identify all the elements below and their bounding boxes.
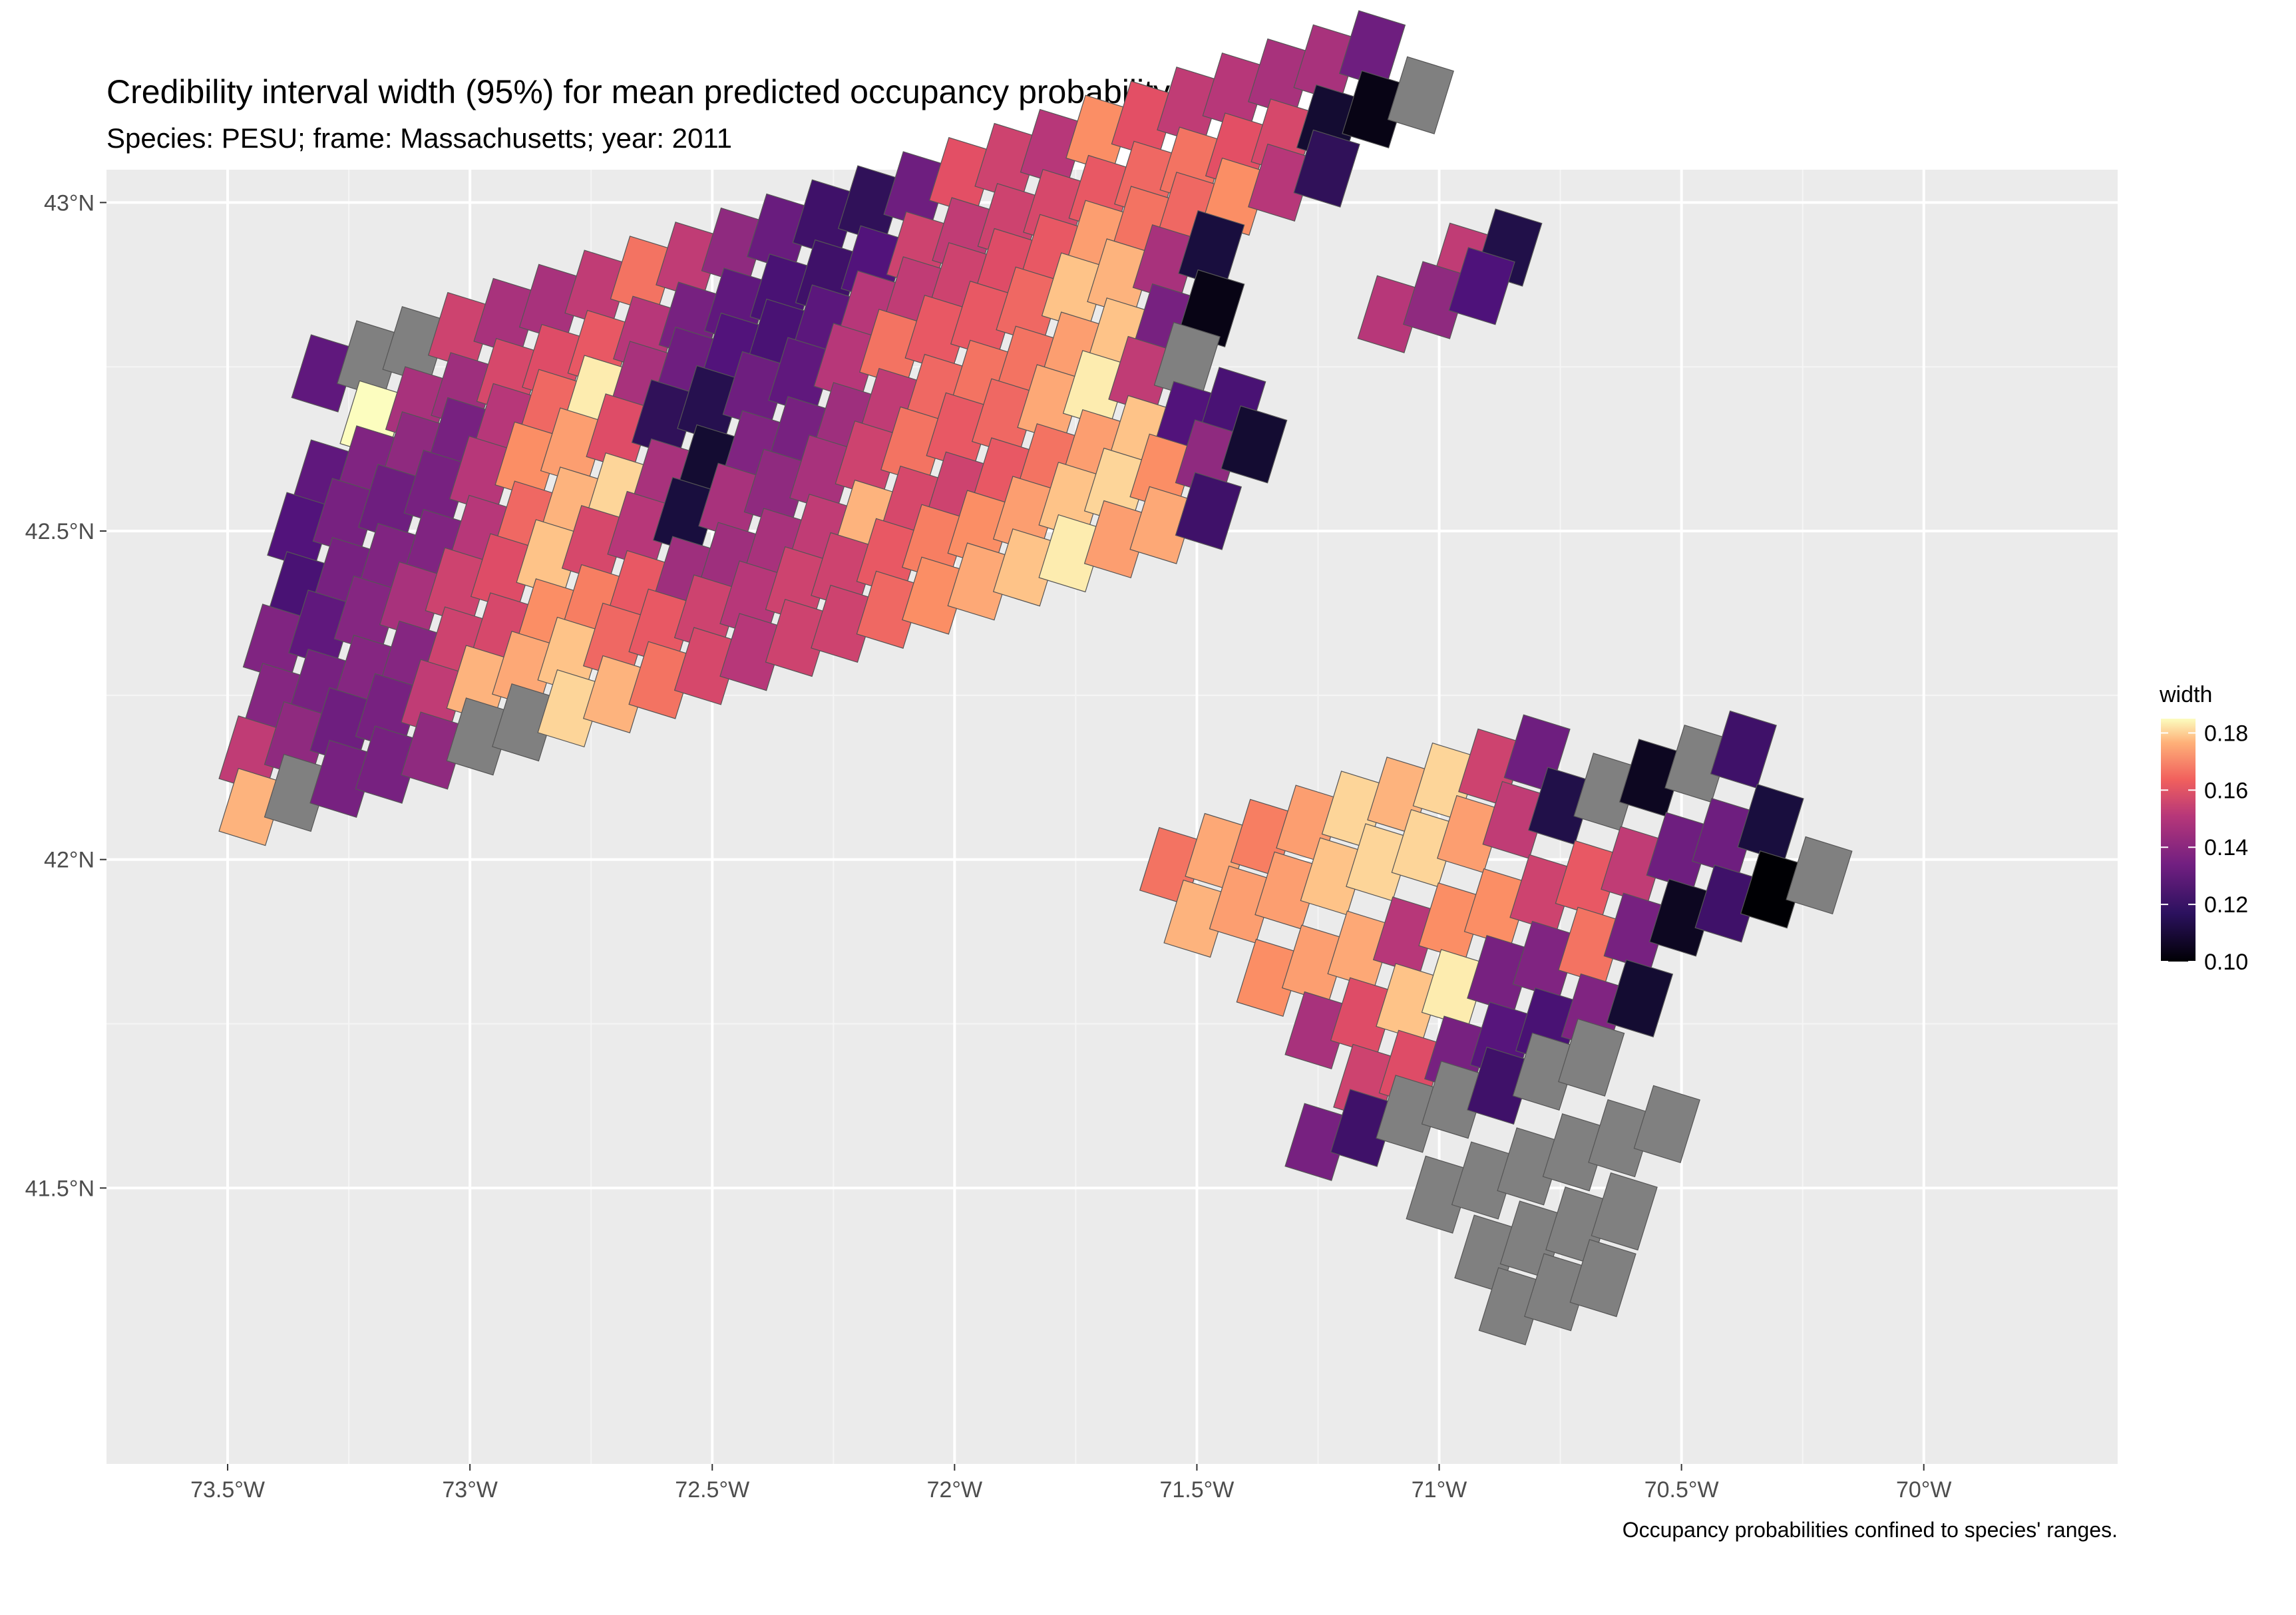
map-tile <box>811 584 878 663</box>
map-tile-no-data <box>1633 1085 1700 1164</box>
map-tile <box>218 768 286 846</box>
legend-tick-label: 0.12 <box>2204 892 2248 918</box>
map-tile-no-data <box>1588 1099 1655 1178</box>
x-tick-label: 71.5°W <box>1159 1477 1234 1503</box>
map-tile <box>1248 143 1315 222</box>
map-tile <box>401 711 468 790</box>
map-tile <box>1221 405 1288 484</box>
map-tile-no-data <box>1524 1253 1591 1332</box>
legend-ticks: 0.18 0.16 0.14 0.12 0.10 <box>2161 721 2248 975</box>
map-tile-no-data <box>1478 1267 1545 1346</box>
map-tile <box>1357 275 1424 353</box>
map-tile <box>992 528 1060 607</box>
x-tick-label: 72.5°W <box>675 1477 749 1503</box>
map-tile <box>719 613 787 691</box>
map-tile <box>1342 70 1409 149</box>
map-tile <box>947 542 1014 621</box>
map-tile-no-data <box>1569 1239 1636 1318</box>
map-tile <box>765 598 832 677</box>
chart-subtitle: Species: PESU; frame: Massachusetts; yea… <box>106 122 732 154</box>
legend-tick-label: 0.10 <box>2204 950 2248 975</box>
map-tile-no-data <box>446 697 513 776</box>
map-tile-no-data <box>264 753 331 832</box>
map-tile-no-data <box>1376 1075 1443 1153</box>
map-tile <box>355 725 422 804</box>
legend-tick-label: 0.18 <box>2204 721 2248 746</box>
map-tile-no-data <box>1387 56 1454 134</box>
map-tile <box>537 669 604 748</box>
y-tick-label: 42°N <box>44 848 95 873</box>
map-tile-no-data <box>1451 1141 1519 1220</box>
y-axis: 43°N 42.5°N 42°N 41.5°N <box>25 190 106 1201</box>
map-tile-no-data <box>1591 1172 1658 1251</box>
map-tile <box>291 334 358 413</box>
map-tile <box>582 655 650 733</box>
chart-title: Credibility interval width (95%) for mea… <box>106 73 1170 110</box>
map-tile <box>1606 959 1674 1037</box>
map-tile <box>1236 938 1303 1017</box>
map-tile <box>1129 486 1197 564</box>
map-tile <box>1284 991 1352 1070</box>
map-tile-no-data <box>1512 1032 1579 1111</box>
x-tick-label: 73.5°W <box>190 1477 265 1503</box>
map-tile <box>902 556 969 635</box>
legend-title: width <box>2159 682 2212 707</box>
map-tile <box>1083 500 1151 579</box>
legend: width 0.18 0.16 0.14 0.12 0.10 <box>2159 682 2248 975</box>
map-tile <box>673 627 741 705</box>
y-tick-label: 43°N <box>44 190 95 216</box>
x-axis: 73.5°W 73°W 72.5°W 72°W 71.5°W 71°W 70.5°W 70°W <box>190 1464 1951 1503</box>
map-tile <box>1467 1046 1534 1125</box>
map-tile-no-data <box>1421 1061 1488 1139</box>
legend-tick-label: 0.14 <box>2204 835 2248 860</box>
map-tile-no-data <box>492 683 559 762</box>
map-tile <box>628 641 695 719</box>
y-tick-label: 41.5°N <box>25 1176 95 1201</box>
map-tile-no-data <box>1406 1155 1473 1234</box>
chart-caption: Occupancy probabilities confined to spec… <box>1623 1518 2118 1542</box>
map-tile <box>1163 879 1231 958</box>
x-tick-label: 72°W <box>927 1477 983 1503</box>
map-tile-no-data <box>1497 1127 1564 1206</box>
x-tick-label: 73°W <box>442 1477 498 1503</box>
map-tile <box>1284 1103 1352 1181</box>
map-tile <box>1175 472 1243 550</box>
y-tick-label: 42.5°N <box>25 519 95 544</box>
map-tiles <box>218 10 1853 1346</box>
map-tile <box>1178 269 1245 348</box>
map-tile <box>1038 514 1105 593</box>
map-tile <box>1694 864 1762 943</box>
x-tick-label: 70°W <box>1896 1477 1952 1503</box>
map-tile <box>1330 1089 1398 1167</box>
legend-tick-label: 0.16 <box>2204 778 2248 803</box>
map-tile-no-data <box>1558 1018 1625 1097</box>
map-tile <box>856 570 923 649</box>
legend-colorbar <box>2161 719 2196 962</box>
map-tile <box>1740 850 1808 929</box>
map-tile-no-data <box>1542 1113 1610 1192</box>
map-tile <box>1403 261 1470 339</box>
map-tile <box>1293 129 1360 208</box>
x-tick-label: 71°W <box>1412 1477 1467 1503</box>
map-tile-no-data <box>1786 836 1853 915</box>
map-tile <box>1448 247 1515 325</box>
x-tick-label: 70.5°W <box>1644 1477 1719 1503</box>
map-tile <box>1648 878 1716 957</box>
map-tile <box>309 739 377 818</box>
map-tile <box>1202 157 1269 236</box>
